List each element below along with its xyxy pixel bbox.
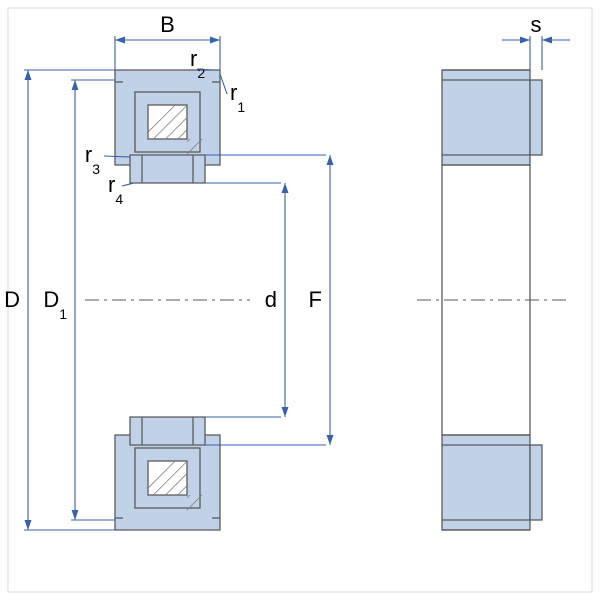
svg-text:D: D [4,287,20,312]
svg-text:D1: D1 [43,287,67,322]
svg-text:r3: r3 [85,142,100,177]
svg-text:r4: r4 [108,172,123,207]
svg-text:s: s [531,12,542,37]
svg-text:d: d [265,287,277,312]
bearing-technical-drawing: DD1dFBsr1r2r3r4 [0,0,600,600]
svg-text:r1: r1 [230,80,245,115]
svg-text:F: F [309,287,322,312]
svg-text:B: B [160,12,175,37]
right-side-view [417,70,567,530]
left-cross-section [85,70,250,530]
